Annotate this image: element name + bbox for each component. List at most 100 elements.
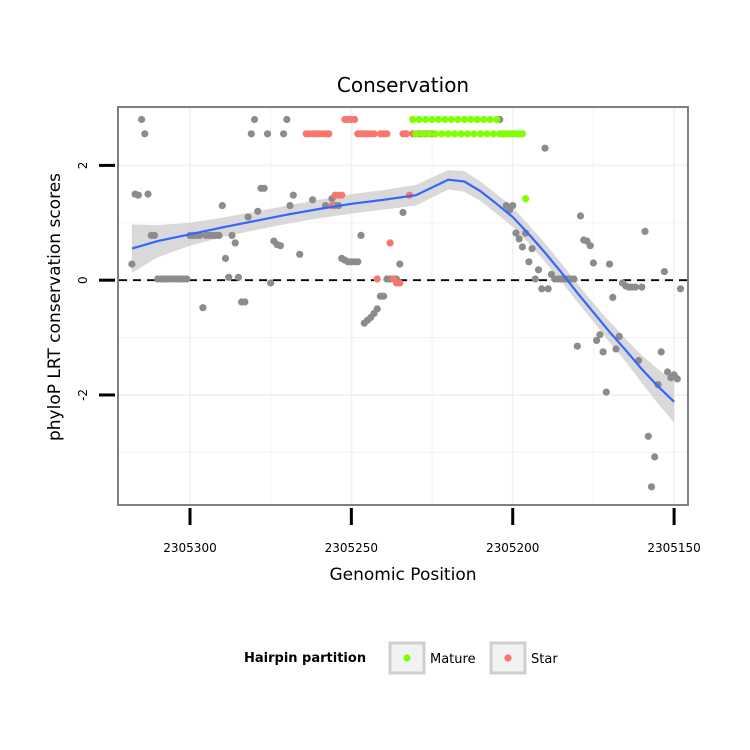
point-other [396,260,404,268]
point-mature [428,115,436,124]
point-mature [460,115,468,124]
point-mature [522,195,530,203]
point-other [267,279,275,287]
point-other [589,259,598,267]
point-other [586,242,594,250]
point-other [657,348,665,356]
point-star [325,130,333,138]
point-star [370,130,378,138]
point-other [515,235,523,243]
point-other [138,115,146,124]
point-other [528,245,536,253]
point-other [225,273,233,281]
point-mature [463,130,472,138]
point-other [570,275,578,283]
point-other [531,275,539,283]
point-other [525,258,533,266]
point-other [289,191,297,199]
point-other [518,243,527,251]
point-other [664,368,672,376]
point-other [644,432,652,440]
point-other [534,266,543,274]
point-mature [467,115,475,124]
point-mature [418,130,426,138]
point-mature [441,115,449,124]
point-other [141,130,149,138]
point-other [538,285,546,293]
legend-label-star: Star [531,652,558,667]
point-other [615,332,623,340]
point-other [631,283,640,291]
point-other [250,115,259,124]
smooth-curve [131,178,675,403]
point-other [509,202,517,210]
point-mature [438,130,446,138]
point-other [183,275,191,283]
point-other [241,298,249,306]
point-other [602,388,610,396]
point-other [309,196,317,204]
point-other [541,144,549,152]
point-other [605,260,614,268]
point-mature [483,130,491,138]
point-mature [415,115,423,124]
plot-border [117,106,689,506]
y-axis-ticks: 2 0 -2 [76,162,115,401]
point-other [609,293,617,301]
point-other [544,285,552,293]
point-mature [518,130,527,138]
point-other [280,130,288,138]
point-other [283,115,291,124]
point-mature [486,115,494,124]
point-other [596,331,604,339]
point-other [150,231,159,239]
y-tick-label: 2 [76,162,90,170]
x-tick-label: 2305250 [325,541,378,555]
point-other [199,304,207,312]
point-other [218,202,226,210]
point-other [512,229,520,237]
point-other [660,268,669,276]
point-other [676,285,685,293]
point-other [576,212,585,220]
point-other [263,130,272,138]
point-star [338,191,346,199]
legend-dot-star [504,654,512,662]
point-mature [457,130,465,138]
point-mature [476,130,485,138]
point-other [612,345,620,353]
point-other [134,191,142,199]
point-other [260,184,268,192]
point-mature [447,115,455,124]
point-mature [454,115,462,124]
point-mature [451,130,459,138]
point-other [247,130,255,138]
point-star [396,279,404,287]
point-other [234,273,242,281]
point-other [221,254,230,262]
point-other [276,242,284,250]
point-other [573,342,581,350]
legend: Hairpin partition Mature Star [244,641,558,675]
points [128,115,685,491]
point-other [254,207,262,215]
point-mature [412,130,420,138]
point-other [244,213,252,221]
point-other [647,483,656,491]
point-mature [444,130,452,138]
point-other [641,227,649,235]
point-mature [470,130,478,138]
x-axis-title: Genomic Position [329,565,476,585]
point-other [373,305,381,313]
point-star [351,115,359,124]
smooth-curve-group [131,178,675,403]
point-mature [493,115,501,124]
point-other [673,375,681,383]
point-mature [425,130,433,138]
legend-title: Hairpin partition [244,651,366,666]
y-tick-label: 0 [76,276,90,284]
point-star [373,275,381,283]
point-mature [431,130,439,138]
point-other [599,348,607,356]
point-mature [434,115,443,124]
